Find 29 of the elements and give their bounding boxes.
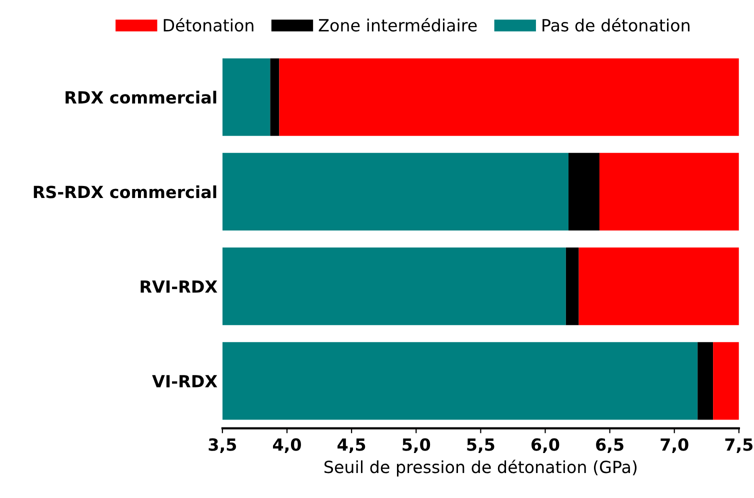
x-tick-label: 6,0 xyxy=(532,438,560,454)
x-tick-label: 4,5 xyxy=(338,438,366,454)
bar xyxy=(599,152,739,231)
y-tick-label: RDX commercial xyxy=(66,90,216,104)
x-tick-label: 7,0 xyxy=(660,438,688,454)
bar xyxy=(222,342,698,420)
x-tick-label: 5,5 xyxy=(467,438,494,454)
y-tick-label: RVI-RDX xyxy=(140,280,218,293)
x-tick-label: 7,5 xyxy=(725,438,753,454)
bar xyxy=(578,248,739,326)
bar xyxy=(568,152,600,231)
bar xyxy=(698,342,714,420)
bar xyxy=(279,58,739,136)
x-tick-label: 3,5 xyxy=(208,438,236,454)
bar xyxy=(222,248,566,326)
x-tick-label: 4,0 xyxy=(272,438,301,454)
bar xyxy=(713,342,739,420)
x-tick-label: 6,5 xyxy=(596,438,624,454)
legend-label: Pas de détonation xyxy=(542,18,690,32)
bar xyxy=(222,152,568,231)
x-tick-label: 5,0 xyxy=(402,438,430,454)
y-tick-label: VI-RDX xyxy=(152,375,218,388)
legend-label: Zone intermédiaire xyxy=(318,18,477,32)
bar xyxy=(270,58,280,136)
y-tick-label: RS-RDX commercial xyxy=(34,185,216,198)
bar xyxy=(566,248,579,326)
bar xyxy=(222,58,270,136)
x-axis-title: Seuil de pression de détonation (GPa) xyxy=(324,460,637,476)
legend-label: Détonation xyxy=(164,18,254,32)
